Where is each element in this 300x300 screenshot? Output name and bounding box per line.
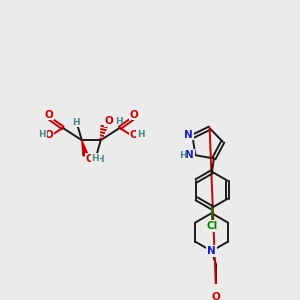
Text: H: H	[91, 154, 99, 163]
Text: N: N	[207, 246, 216, 256]
Text: H: H	[38, 130, 46, 139]
Text: H: H	[137, 130, 144, 139]
Text: N: N	[184, 130, 193, 140]
Text: O: O	[44, 110, 53, 120]
Text: O: O	[86, 154, 95, 164]
Text: H: H	[72, 118, 80, 127]
Text: O: O	[105, 116, 114, 126]
Text: N: N	[185, 150, 194, 160]
Text: O: O	[212, 292, 221, 300]
Text: Cl: Cl	[206, 221, 218, 231]
Text: H: H	[115, 117, 123, 126]
Text: O: O	[130, 130, 138, 140]
Text: H: H	[179, 151, 187, 160]
Polygon shape	[82, 140, 88, 156]
Text: O: O	[130, 110, 138, 120]
Text: O: O	[44, 130, 53, 140]
Text: H: H	[96, 155, 103, 164]
